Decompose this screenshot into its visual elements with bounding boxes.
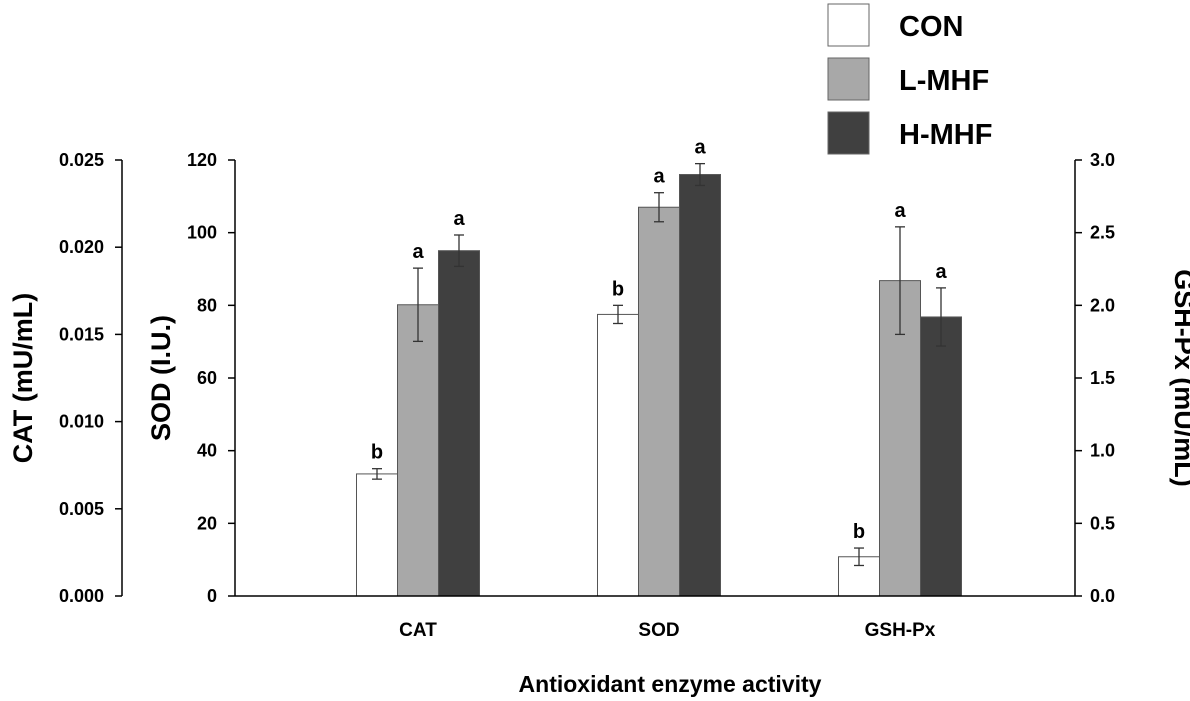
sod-tick-label: 120 [187,150,217,170]
significance-label: b [371,442,383,464]
sod-tick-label: 60 [197,368,217,388]
cat-tick-label: 0.015 [59,324,104,344]
legend-label-l-mhf: L-MHF [899,65,989,97]
category-label: CAT [399,620,437,641]
significance-label: a [694,137,706,159]
bar-sod-l-mhf [638,206,680,597]
x-axis-title: Antioxidant enzyme activity [519,671,822,697]
legend-label-con: CON [899,11,963,43]
bar-sod-h-mhf [679,174,721,597]
bar-gsh-px-h-mhf [920,316,962,597]
significance-label: a [453,208,465,230]
cat-tick-label: 0.010 [59,412,104,432]
sod-tick-label: 40 [197,441,217,461]
gsh-tick-label: 1.5 [1090,368,1115,388]
gsh-tick-label: 3.0 [1090,150,1115,170]
significance-label: a [935,261,947,283]
plot-area: b a a b a a b a a [356,137,962,597]
cat-tick-label: 0.020 [59,237,104,257]
sod-axis: 0 20 40 60 80 100 120 SOD (I.U.) [146,150,236,606]
cat-axis: 0.000 0.005 0.010 0.015 0.020 0.025 CAT (mU/m… [8,150,123,606]
gsh-axis-title: GSH-Px (mU/mL) [1169,269,1190,487]
legend-label-h-mhf: H-MHF [899,119,992,151]
significance-label: b [612,278,624,300]
legend: CON L-MHF H-MHF [827,3,992,155]
legend-swatch-h-mhf [827,111,870,155]
sod-tick-label: 0 [207,586,217,606]
cat-tick-label: 0.005 [59,499,104,519]
gsh-axis: 0.0 0.5 1.0 1.5 2.0 2.5 3.0 GSH-Px (mU/mL) [1074,150,1190,606]
gsh-tick-label: 0.5 [1090,513,1115,533]
sod-tick-label: 20 [197,513,217,533]
legend-swatch-con [827,3,870,47]
sod-axis-title: SOD (I.U.) [146,315,176,441]
gsh-tick-label: 2.0 [1090,295,1115,315]
category-label: GSH-Px [865,620,936,641]
bar-cat-l-mhf [397,304,439,597]
significance-label: a [653,166,665,188]
bar-cat-h-mhf [438,250,480,597]
cat-tick-label: 0.000 [59,586,104,606]
cat-tick-label: 0.025 [59,150,104,170]
category-label: SOD [638,620,679,641]
significance-label: b [853,521,865,543]
significance-label: a [412,241,424,263]
cat-axis-title: CAT (mU/mL) [8,293,38,463]
gsh-tick-label: 1.0 [1090,441,1115,461]
gsh-tick-label: 0.0 [1090,586,1115,606]
significance-label: a [894,200,906,222]
legend-swatch-l-mhf [827,57,870,101]
bar-sod-con [597,313,639,597]
bar-cat-con [356,473,398,597]
sod-tick-label: 100 [187,223,217,243]
gsh-tick-label: 2.5 [1090,223,1115,243]
sod-tick-label: 80 [197,295,217,315]
